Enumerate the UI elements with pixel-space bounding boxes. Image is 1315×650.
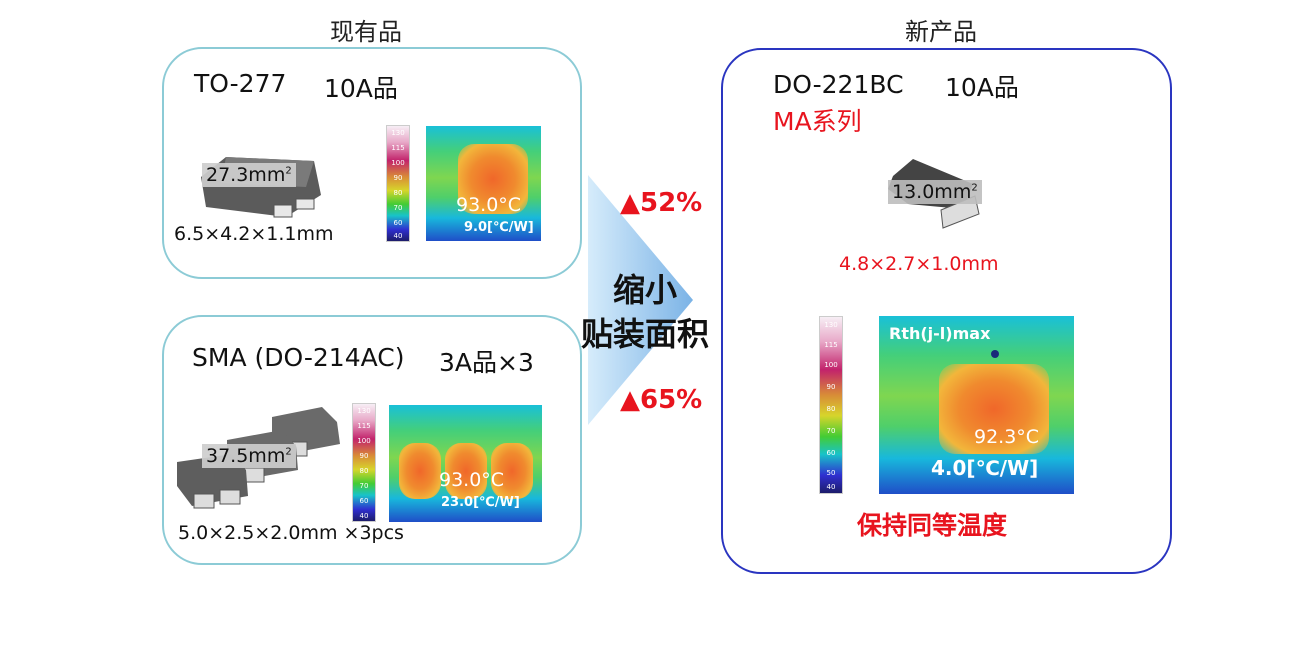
sma-dimensions: 5.0×2.5×2.0mm ×3pcs xyxy=(178,522,404,544)
reduction-caption-line1: 缩小 xyxy=(612,271,677,309)
new-package-label: DO-221BC xyxy=(773,70,904,99)
new-product-panel: DO-221BC 10A品 MA系列 13.0mm2 4.8×2.7×1.0mm… xyxy=(721,48,1172,574)
sma-area-sup: 2 xyxy=(285,446,292,458)
new-temperature: 92.3°C xyxy=(974,426,1040,448)
new-series-label: MA系列 xyxy=(773,107,862,136)
sma-temp-scale: 130 115 100 90 80 70 60 40 xyxy=(352,403,376,522)
new-area-value: 13.0mm xyxy=(892,181,972,203)
new-rth-label: Rth(j-l)max xyxy=(889,324,991,343)
new-footer-label: 保持同等温度 xyxy=(857,511,1008,540)
to277-area-sup: 2 xyxy=(285,165,292,177)
reduction-caption: 缩小 贴装面积 xyxy=(560,268,730,356)
to277-temp-scale: 130 115 100 90 80 70 60 40 xyxy=(386,125,410,242)
to277-temperature: 93.0°C xyxy=(456,194,522,216)
to277-dimensions: 6.5×4.2×1.1mm xyxy=(174,223,334,245)
reduction-caption-line2: 贴装面积 xyxy=(580,315,709,353)
sma-area-label: 37.5mm2 xyxy=(202,444,296,468)
new-dimensions: 4.8×2.7×1.0mm xyxy=(839,253,999,275)
sma-package-label: SMA (DO-214AC) xyxy=(192,343,405,372)
new-area-sup: 2 xyxy=(971,182,978,194)
new-area-label: 13.0mm2 xyxy=(888,180,982,204)
new-thermal-image: Rth(j-l)max 92.3°C 4.0[℃/W] xyxy=(879,316,1074,494)
reduction-arrow xyxy=(588,175,693,425)
new-product-heading: 新产品 xyxy=(905,18,977,46)
new-rating-label: 10A品 xyxy=(945,73,1019,102)
sma-thermal-image: 93.0°C 23.0[℃/W] xyxy=(389,405,542,522)
new-temp-scale: 130 115 100 90 80 70 60 50 40 xyxy=(819,316,843,494)
sma-rating-label: 3A品×3 xyxy=(439,348,534,377)
to277-thermal-image: 93.0°C 9.0[℃/W] xyxy=(426,126,541,241)
to277-area-label: 27.3mm2 xyxy=(202,163,296,187)
to277-thermal-resistance: 9.0[℃/W] xyxy=(464,220,534,235)
sma-panel: SMA (DO-214AC) 3A品×3 37.5mm2 5.0×2.5×2.0… xyxy=(162,315,582,565)
to277-panel: TO-277 10A品 27.3mm2 6.5×4.2×1.1mm 130 115… xyxy=(162,47,582,279)
to277-package-label: TO-277 xyxy=(194,69,287,98)
new-thermal-resistance: 4.0[℃/W] xyxy=(931,456,1039,480)
existing-heading: 现有品 xyxy=(330,18,402,46)
reduction-percent-bottom: ▲65% xyxy=(620,385,703,415)
sma-thermal-resistance: 23.0[℃/W] xyxy=(441,495,520,510)
to277-rating-label: 10A品 xyxy=(324,74,398,103)
reduction-percent-top: ▲52% xyxy=(620,188,703,218)
sma-area-value: 37.5mm xyxy=(206,445,286,467)
measure-point-dot xyxy=(991,350,999,358)
to277-chip-image xyxy=(201,157,321,218)
to277-area-value: 27.3mm xyxy=(206,164,286,186)
sma-temperature: 93.0°C xyxy=(439,469,505,491)
